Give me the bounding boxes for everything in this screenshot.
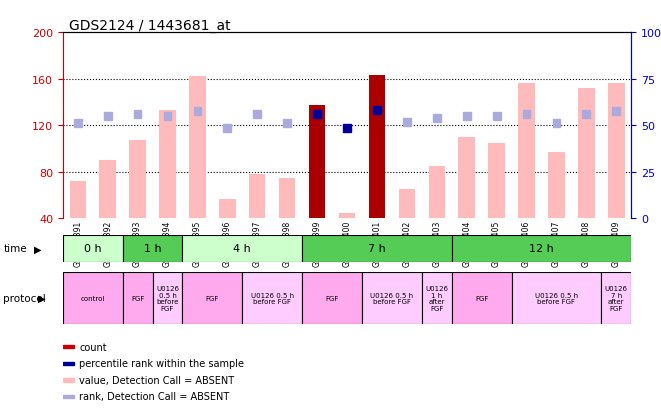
Bar xyxy=(488,143,505,219)
Bar xyxy=(69,182,86,219)
Text: U0126
1 h
after
FGF: U0126 1 h after FGF xyxy=(425,286,448,311)
Bar xyxy=(362,273,422,324)
Bar xyxy=(463,113,471,121)
Text: FGF: FGF xyxy=(206,295,219,301)
Bar xyxy=(63,273,123,324)
Bar xyxy=(369,76,385,219)
Text: protocol: protocol xyxy=(3,293,46,304)
Text: 1 h: 1 h xyxy=(143,244,161,254)
Bar xyxy=(63,235,123,262)
Bar xyxy=(309,106,325,219)
Bar xyxy=(243,273,302,324)
Bar xyxy=(399,190,415,219)
Bar xyxy=(518,84,535,219)
Bar xyxy=(451,273,512,324)
Bar xyxy=(223,124,231,132)
Bar xyxy=(130,141,146,219)
Bar xyxy=(343,124,351,132)
Text: percentile rank within the sample: percentile rank within the sample xyxy=(79,358,245,368)
Bar xyxy=(123,235,182,262)
Bar xyxy=(134,110,141,119)
Bar xyxy=(422,273,451,324)
Text: ▶: ▶ xyxy=(34,244,42,254)
Bar xyxy=(608,84,625,219)
Text: 4 h: 4 h xyxy=(233,244,251,254)
Bar xyxy=(548,153,564,219)
Bar xyxy=(104,113,112,121)
Text: U0126
0.5 h
before
FGF: U0126 0.5 h before FGF xyxy=(156,286,179,311)
Bar xyxy=(582,110,590,119)
Text: FGF: FGF xyxy=(475,295,488,301)
Bar xyxy=(302,273,362,324)
Bar xyxy=(249,175,266,219)
Bar xyxy=(403,119,410,126)
Bar xyxy=(164,113,171,121)
Bar xyxy=(433,115,441,123)
Text: U0126 0.5 h
before FGF: U0126 0.5 h before FGF xyxy=(370,292,414,305)
Text: U0126 0.5 h
before FGF: U0126 0.5 h before FGF xyxy=(535,292,578,305)
Bar xyxy=(63,345,74,349)
Bar xyxy=(302,235,451,262)
Text: FGF: FGF xyxy=(325,295,338,301)
Text: U0126 0.5 h
before FGF: U0126 0.5 h before FGF xyxy=(251,292,293,305)
Text: FGF: FGF xyxy=(131,295,144,301)
Bar xyxy=(182,235,302,262)
Bar xyxy=(63,378,74,382)
Bar xyxy=(313,110,321,119)
Bar xyxy=(279,178,295,219)
Bar xyxy=(219,199,235,219)
Text: 12 h: 12 h xyxy=(529,244,554,254)
Bar xyxy=(74,120,82,128)
Bar xyxy=(459,138,475,219)
Text: time: time xyxy=(3,244,27,254)
Bar xyxy=(159,111,176,219)
Bar xyxy=(182,273,243,324)
Bar xyxy=(553,120,561,128)
Text: value, Detection Call = ABSENT: value, Detection Call = ABSENT xyxy=(79,375,235,385)
Bar xyxy=(194,108,202,116)
Text: rank, Detection Call = ABSENT: rank, Detection Call = ABSENT xyxy=(79,392,229,401)
Bar xyxy=(153,273,182,324)
Text: control: control xyxy=(81,295,105,301)
Text: 0 h: 0 h xyxy=(84,244,102,254)
Bar xyxy=(612,108,620,116)
Text: count: count xyxy=(79,342,107,352)
Text: ▶: ▶ xyxy=(38,293,46,304)
Bar xyxy=(602,273,631,324)
Bar xyxy=(512,273,602,324)
Bar xyxy=(451,235,631,262)
Bar xyxy=(123,273,153,324)
Bar xyxy=(63,362,74,365)
Bar xyxy=(578,89,595,219)
Bar xyxy=(253,110,261,119)
Bar xyxy=(428,166,445,219)
Text: GDS2124 / 1443681_at: GDS2124 / 1443681_at xyxy=(69,19,231,33)
Bar xyxy=(523,110,530,119)
Bar xyxy=(284,120,291,128)
Text: U0126
7 h
after
FGF: U0126 7 h after FGF xyxy=(605,286,628,311)
Bar xyxy=(373,107,381,115)
Bar xyxy=(339,213,355,219)
Bar xyxy=(63,395,74,398)
Bar xyxy=(99,161,116,219)
Bar xyxy=(189,77,206,219)
Text: 7 h: 7 h xyxy=(368,244,386,254)
Bar xyxy=(492,113,500,121)
